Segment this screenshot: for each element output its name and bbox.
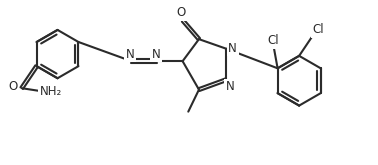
Text: Cl: Cl (312, 23, 324, 36)
Text: O: O (8, 80, 17, 93)
Text: Cl: Cl (267, 34, 279, 47)
Text: N: N (226, 80, 234, 93)
Text: NH₂: NH₂ (40, 84, 62, 98)
Text: N: N (152, 48, 160, 61)
Text: N: N (126, 48, 135, 61)
Text: O: O (177, 6, 186, 19)
Text: N: N (228, 42, 237, 55)
